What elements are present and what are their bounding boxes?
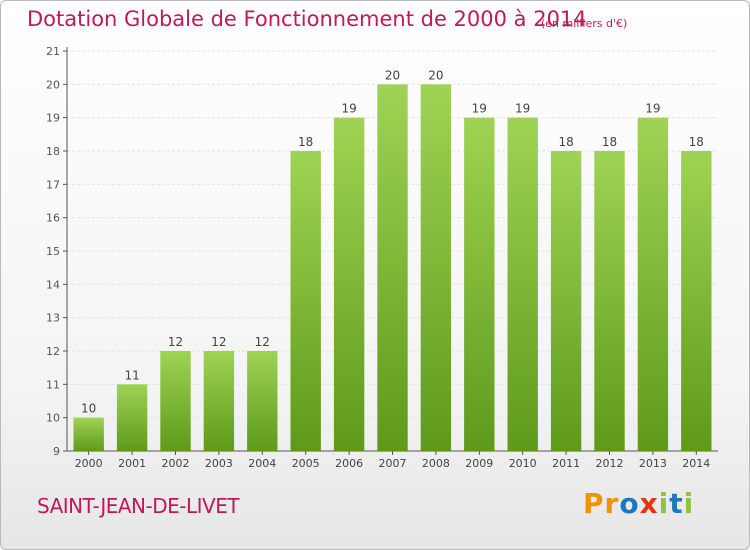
x-tick-label: 2010 (509, 457, 537, 470)
chart-title: Dotation Globale de Fonctionnement de 20… (27, 7, 587, 31)
y-tick-label: 18 (46, 145, 60, 158)
logo-letter: P (583, 487, 605, 520)
logo-letter: x (639, 487, 659, 520)
value-label-2002: 12 (168, 335, 183, 349)
value-labels: 10 11 12 12 12 18 19 20 20 19 19 18 18 19 18 (81, 68, 704, 415)
y-tick-label: 21 (46, 45, 60, 58)
x-tick-label: 2014 (682, 457, 710, 470)
bar-2001 (116, 384, 148, 451)
bar-2004 (247, 351, 278, 451)
x-tick-label: 2003 (205, 457, 233, 470)
value-label-2001: 11 (124, 368, 139, 382)
x-tick-label: 2005 (292, 457, 320, 470)
logo-letter: i (683, 487, 695, 520)
y-tick-label: 13 (46, 312, 60, 325)
x-tick-label: 2002 (162, 457, 190, 470)
bar-2002 (160, 351, 191, 451)
bar-2009 (464, 117, 495, 452)
bar-2005 (290, 151, 321, 451)
y-tick-label: 15 (46, 245, 60, 258)
y-tick-label: 19 (46, 112, 60, 125)
y-tick-label: 14 (46, 278, 60, 291)
bar-2013 (637, 117, 669, 452)
value-label-2005: 18 (298, 135, 313, 149)
value-label-2009: 19 (472, 102, 487, 116)
x-tick-label: 2012 (596, 457, 624, 470)
unit-note: (en milliers d'€) (541, 17, 628, 30)
value-label-2003: 12 (211, 335, 226, 349)
bar-2006 (333, 117, 365, 452)
value-label-2010: 19 (515, 102, 530, 116)
x-tick-label: 2009 (465, 457, 493, 470)
commune-name: SAINT-JEAN-DE-LIVET (37, 494, 240, 518)
bar-2007 (377, 84, 408, 451)
x-tick-label: 2008 (422, 457, 450, 470)
y-tick-label: 20 (46, 78, 60, 91)
y-tick-label: 17 (46, 178, 60, 191)
bar-2000 (73, 417, 104, 451)
bar-2012 (594, 151, 625, 451)
proxiti-logo[interactable]: Proxiti (583, 487, 694, 520)
value-label-2012: 18 (602, 135, 617, 149)
bar-2010 (507, 117, 538, 452)
x-tick-label: 2000 (75, 457, 103, 470)
value-label-2000: 10 (81, 402, 96, 416)
bar-2008 (420, 84, 452, 451)
logo-letter: o (619, 487, 640, 520)
logo-letter: i (658, 487, 670, 520)
value-label-2011: 18 (558, 135, 573, 149)
value-label-2014: 18 (689, 135, 704, 149)
y-tick-label: 11 (46, 378, 60, 391)
bar-2014 (681, 151, 712, 451)
x-tick-label: 2001 (118, 457, 146, 470)
x-tick-label: 2007 (379, 457, 407, 470)
value-label-2008: 20 (428, 68, 443, 82)
logo-letter: r (604, 487, 620, 520)
value-label-2013: 19 (645, 102, 660, 116)
y-tick-label: 16 (46, 212, 60, 225)
bars (73, 84, 712, 452)
y-tick-label: 10 (46, 412, 60, 425)
x-tick-label: 2004 (248, 457, 276, 470)
x-tick-label: 2013 (639, 457, 667, 470)
bar-2003 (203, 351, 235, 451)
x-tick-label: 2006 (335, 457, 363, 470)
x-tick-labels: 2000 2001 2002 2003 2004 2005 2006 2007 2008 2009… (75, 457, 711, 470)
y-tick-label: 9 (53, 445, 60, 458)
y-tick-label: 12 (46, 345, 60, 358)
value-label-2004: 12 (255, 335, 270, 349)
value-label-2006: 19 (341, 102, 356, 116)
bar-2011 (550, 151, 582, 451)
value-label-2007: 20 (385, 68, 400, 82)
logo-letter: t (669, 487, 684, 520)
x-tick-label: 2011 (552, 457, 580, 470)
y-tick-labels: 9 10 11 12 13 14 15 16 17 18 19 20 21 (46, 45, 60, 458)
